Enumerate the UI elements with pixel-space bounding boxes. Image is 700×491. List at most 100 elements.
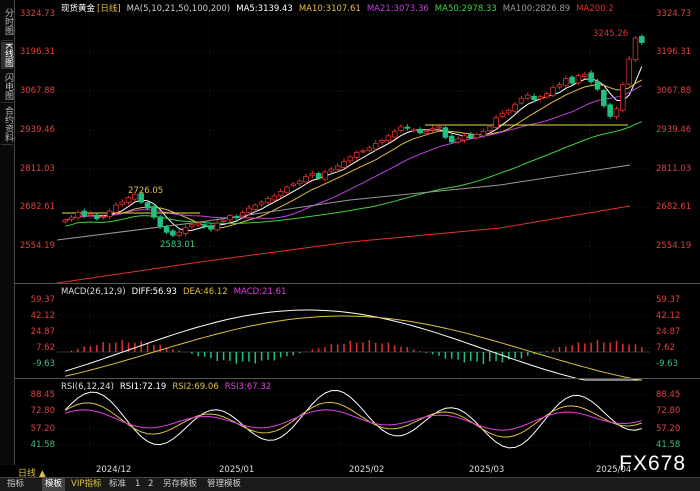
sidebar-tab-kline[interactable]: K线图 (1, 42, 13, 69)
ma-params: MA(5,10,21,50,100,200) (126, 4, 231, 14)
candle-body (227, 215, 233, 221)
ma-legend-item: MA21:3073.36 (366, 4, 429, 14)
toolbar-tab[interactable]: 另存模板 (163, 479, 198, 489)
toolbar-tab[interactable]: 2 (148, 479, 154, 489)
toolbar-tab[interactable]: 指标 (7, 479, 25, 489)
chart-canvas[interactable]: 2726.05 2583.01 3245.26 (0, 0, 700, 465)
low-price-label: 2583.01 (160, 240, 195, 250)
candle-body (75, 212, 81, 219)
main-legend: 现货黄金 [日线] MA(5,10,21,50,100,200) MA5:3139.4… (61, 2, 626, 14)
candle-body (613, 108, 620, 117)
candle-body (601, 89, 607, 107)
candle-body (360, 150, 366, 153)
candle-body (410, 129, 417, 132)
candle-body (62, 219, 68, 223)
date-label: 2025/03 (469, 465, 505, 475)
macd-legend-item: DIFF:56.93 (131, 287, 177, 297)
rsi-axis-left-label: 57.20 (30, 424, 55, 434)
candle-body (486, 126, 493, 132)
candle-body (575, 75, 582, 84)
candle-body (398, 126, 404, 131)
candle-body (512, 103, 518, 112)
sidebar-tab-contract-info[interactable]: 合约资料 (1, 104, 13, 145)
candle-body (341, 161, 347, 168)
candle-body (429, 127, 436, 131)
candle-body (385, 135, 392, 141)
macd-diff-line (65, 309, 642, 381)
price-axis-left-label: 2554.19 (19, 241, 55, 251)
macd-legend-item: DEA:46.12 (182, 287, 228, 297)
rsi-axis-right-label: 57.20 (656, 424, 681, 434)
toolbar-tab[interactable]: VIP指标 (71, 479, 102, 489)
candle-body (176, 231, 183, 236)
macd-legend: MACD(26,12,9) DIFF:56.93 DEA:46.12 MACD:21.… (61, 287, 298, 297)
price-axis-right-label: 2811.03 (656, 164, 692, 174)
macd-dea-line (65, 315, 642, 381)
rsi-params: RSI(6,12,24) (61, 382, 114, 392)
candle-body (322, 171, 328, 180)
macd-axis-right-label: -9.63 (656, 359, 678, 369)
macd-axis-left-label: -9.63 (33, 359, 55, 369)
macd-axis-left-label: 59.37 (30, 295, 55, 305)
candle-body (474, 133, 480, 139)
candle-body (524, 94, 531, 99)
ma200-line (56, 205, 631, 284)
candle-body (379, 139, 385, 143)
price-axis-right-label: 2554.19 (656, 241, 692, 251)
pane-separator[interactable] (14, 283, 700, 284)
candle-body (563, 78, 569, 86)
macd-legend-item: MACD:21.61 (233, 287, 287, 297)
candle-body (195, 222, 202, 226)
candle-body (588, 72, 594, 83)
candle-body (151, 206, 157, 218)
candle-body (233, 216, 240, 218)
ma-legend-item: MA100:2826.89 (502, 4, 571, 14)
candle-body (544, 93, 550, 98)
date-label: 2025/04 (596, 465, 632, 475)
rsi-axis-left-label: 41.58 (30, 440, 55, 450)
toolbar-tab[interactable]: 模板 (42, 478, 66, 491)
candle-body (594, 81, 601, 90)
rsi-legend-item: RSI2:69.06 (172, 382, 219, 392)
candle-body (620, 84, 626, 111)
candle-body (271, 195, 278, 201)
ma-legend-item: MA50:2978.33 (434, 4, 497, 14)
sidebar-tab-timeshare[interactable]: 分时图 (1, 2, 13, 41)
toolbar-tab[interactable]: 标准 (109, 479, 127, 489)
candle-body (518, 97, 525, 104)
candle-body (81, 210, 87, 217)
date-label: 2025/02 (349, 465, 385, 475)
candle-body (353, 152, 360, 158)
candle-body (170, 230, 176, 236)
candle-body (372, 142, 379, 150)
date-axis: 2024/12 2025/01 2025/02 2025/03 2025/04 (14, 465, 700, 477)
candle-body (531, 96, 537, 101)
candle-body (404, 126, 411, 129)
candle-body (436, 126, 442, 129)
toolbar-tab[interactable]: 管理模板 (207, 479, 242, 489)
sidebar-tab-flash[interactable]: 闪电图 (1, 70, 13, 103)
price-axis-left-label: 3067.88 (19, 86, 55, 96)
candle-body (239, 212, 246, 217)
price-axis-right-label: 2939.46 (656, 125, 692, 135)
period-tag: [日线] (97, 4, 121, 14)
rsi-axis-left-label: 72.80 (30, 406, 55, 416)
macd-axis-left-label: 42.12 (30, 311, 55, 321)
candle-body (423, 130, 430, 134)
macd-axis-right-label: 24.87 (656, 327, 681, 337)
pane-separator[interactable] (14, 378, 700, 379)
high-price-label: 3245.26 (593, 29, 628, 39)
period-selector[interactable]: 日线 ▲ (18, 469, 46, 479)
candle-body (442, 127, 449, 138)
bottom-toolbar: 指标 模板 VIP指标 标准 1 2 另存模板 管理模板 (0, 477, 700, 491)
candle-body (182, 227, 189, 234)
rsi-axis-right-label: 41.58 (656, 440, 681, 450)
price-axis-right-label: 2682.61 (656, 202, 692, 212)
candle-body (315, 173, 322, 179)
instrument-title: 现货黄金 (61, 4, 96, 14)
rsi-axis-right-label: 88.45 (656, 390, 681, 400)
toolbar-tab[interactable]: 1 (135, 479, 141, 489)
rsi2-line (64, 401, 642, 438)
candle-body (214, 222, 221, 231)
candle-body (119, 201, 125, 205)
